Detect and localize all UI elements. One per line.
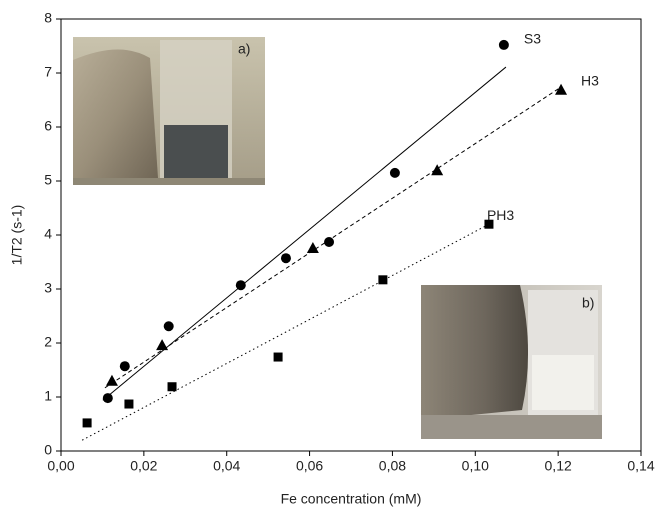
y-tick-label: 4 — [44, 226, 52, 242]
data-point — [156, 339, 169, 351]
y-tick-label: 8 — [44, 10, 52, 26]
data-point — [105, 374, 118, 386]
y-tick-label: 1 — [44, 388, 52, 404]
y-tick-label: 6 — [44, 118, 52, 134]
x-tick-label: 0,04 — [213, 458, 240, 474]
data-point — [273, 352, 283, 362]
y-tick-label: 2 — [44, 334, 52, 350]
data-point — [124, 399, 134, 409]
y-tick-label: 7 — [44, 64, 52, 80]
y-tick-label: 0 — [44, 442, 52, 458]
data-point — [306, 241, 319, 253]
data-point — [280, 253, 291, 264]
x-tick-label: 0,12 — [545, 458, 572, 474]
x-tick-label: 0,14 — [627, 458, 654, 474]
series-label: H3 — [581, 72, 599, 88]
data-point — [102, 393, 113, 404]
data-point — [484, 219, 494, 229]
data-point — [378, 275, 388, 285]
series-label: S3 — [524, 31, 541, 47]
inset-photo-a — [73, 37, 265, 185]
y-axis-label: 1/T2 (s-1) — [9, 205, 25, 266]
data-point — [167, 382, 177, 392]
x-tick-label: 0,10 — [462, 458, 489, 474]
fit-line — [104, 86, 562, 389]
series-label: PH3 — [487, 207, 514, 223]
x-tick-label: 0,00 — [47, 458, 74, 474]
x-tick-label: 0,02 — [130, 458, 157, 474]
x-axis-label: Fe concentration (mM) — [281, 491, 422, 507]
x-tick-label: 0,06 — [296, 458, 323, 474]
data-point — [431, 164, 444, 176]
inset-label: b) — [582, 295, 594, 311]
x-tick-label: 0,08 — [379, 458, 406, 474]
data-point — [389, 167, 400, 178]
y-tick-label: 3 — [44, 280, 52, 296]
data-point — [119, 361, 130, 372]
fit-line — [81, 223, 490, 441]
data-point — [555, 83, 568, 95]
data-point — [235, 280, 246, 291]
data-point — [324, 237, 335, 248]
data-point — [498, 39, 509, 50]
y-tick-label: 5 — [44, 172, 52, 188]
inset-label: a) — [238, 41, 250, 57]
inset-photo-b — [421, 285, 602, 439]
data-point — [82, 418, 92, 428]
data-point — [163, 321, 174, 332]
